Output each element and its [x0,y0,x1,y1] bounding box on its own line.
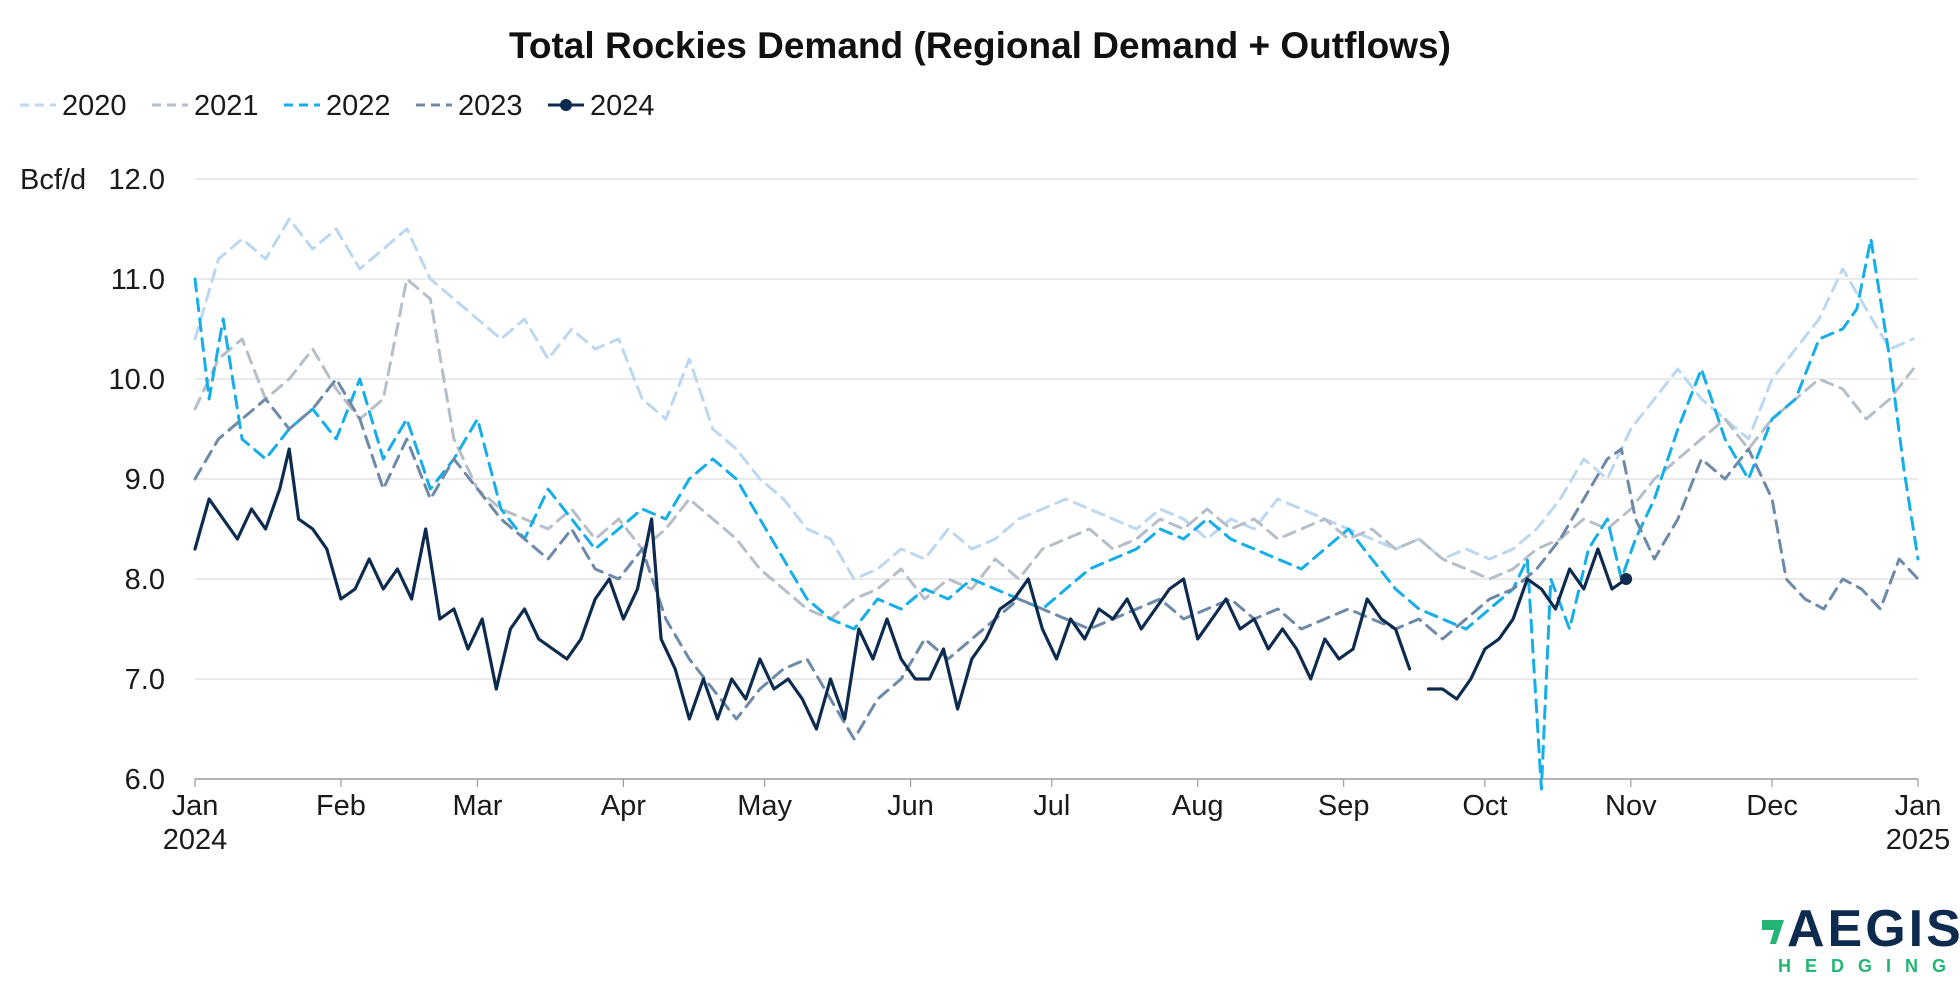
legend: 2020 2021 2022 2023 2024 [20,90,655,122]
logo-subtext: HEDGING [1778,956,1960,976]
series-line-2023 [193,377,1920,741]
y-tick-label: 9.0 [125,464,165,496]
legend-item-2022: 2022 [284,90,391,122]
x-tick-label: Oct [1462,790,1507,822]
y-tick-label: 8.0 [125,564,165,596]
legend-label: 2022 [326,90,391,122]
x-tick-label: Sep [1318,790,1370,822]
x-tick-label: Apr [601,790,646,822]
series-line-2020 [193,217,1915,581]
chart-title: Total Rockies Demand (Regional Demand + … [509,25,1451,66]
x-tick-label: May [737,790,792,822]
x-tick-label: Dec [1746,790,1798,822]
legend-label: 2024 [590,90,655,122]
legend-item-2021: 2021 [152,90,259,122]
series-line-2021 [193,277,1915,621]
grid [195,178,1918,780]
y-tick-label: 11.0 [111,264,165,296]
y-tick-label: 12.0 [109,164,165,196]
x-tick-label: Feb [316,790,366,822]
x-tick-label: Jan [172,790,219,822]
series-line-2024 [193,447,1412,731]
y-tick-label: 7.0 [125,664,165,696]
legend-label: 2023 [458,90,523,122]
legend-label: 2021 [194,90,259,122]
x-tick-label: Jul [1033,790,1070,822]
legend-item-2024: 2024 [548,90,655,122]
x-tick-label: Nov [1605,790,1657,822]
y-axis: 6.0 7.0 8.0 9.0 10.0 11.0 12.0 [109,164,165,796]
x-tick-label: Mar [452,790,502,822]
x-tick-label: Jun [887,790,934,822]
logo-text: AEGIS [1787,900,1960,958]
x-tick-year-label: 2024 [163,824,228,856]
legend-item-2020: 2020 [20,90,127,122]
legend-item-2023: 2023 [416,90,523,122]
y-axis-unit: Bcf/d [20,164,86,196]
series-line-2022 [193,237,1920,791]
x-tick-label: Aug [1172,790,1224,822]
y-tick-label: 6.0 [125,764,165,796]
legend-label: 2020 [62,90,127,122]
series-line-continuation [1426,547,1628,701]
logo-mark-icon [1762,920,1784,944]
series-group [193,217,1920,791]
aegis-logo: AEGIS HEDGING [1762,900,1960,976]
y-tick-label: 10.0 [109,364,165,396]
x-tick-label: Jan [1895,790,1942,822]
x-tick-year-label: 2025 [1886,824,1951,856]
legend-marker [560,99,572,111]
